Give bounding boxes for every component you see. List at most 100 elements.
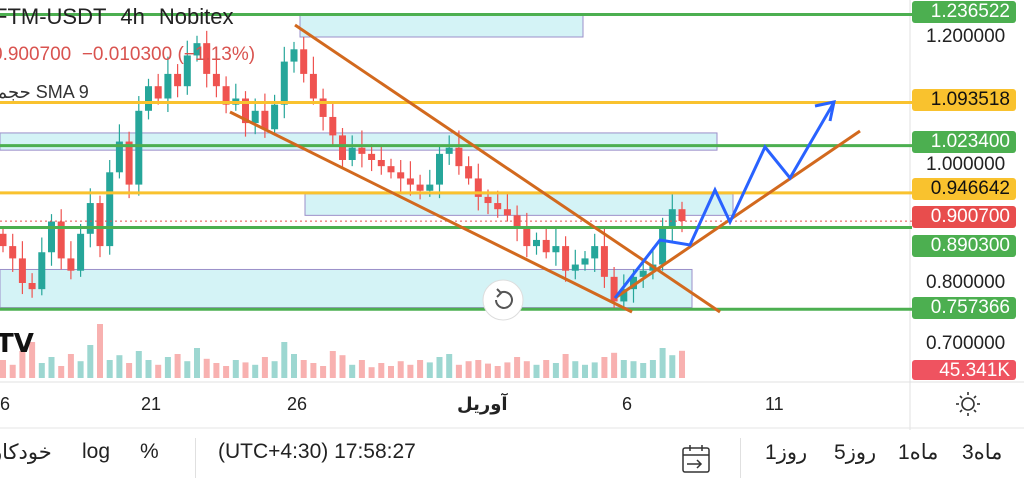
timezone-clock[interactable]: (UTC+4:30) 17:58:27 [218,440,416,463]
volume-bar [514,357,521,378]
volume-bar [242,362,249,378]
volume-bar [523,361,530,378]
x-tick: آوریل [457,394,508,414]
candle-body [0,233,7,247]
candle-body [562,246,570,271]
candle-body [600,246,608,277]
candle-body [416,184,424,191]
log-scale-toggle[interactable]: log [82,440,111,463]
price-zone [0,132,718,151]
theme-toggle-sun-icon[interactable] [956,392,980,416]
price-label-level: 0.757366 [912,297,1016,319]
x-tick: 26 [287,394,308,414]
volume-bar [669,355,676,378]
x-tick: 6 [622,394,633,414]
candle-body [106,172,114,247]
volume-bar [485,363,491,378]
candle-body [387,166,395,173]
volume-bar [116,355,123,378]
volume-bar [407,364,414,378]
volume-bar [378,363,385,378]
candle-body [222,86,230,105]
candle-body [86,203,94,234]
volume-bar [38,363,45,378]
volume-bar [659,348,666,378]
volume-bar [106,360,113,378]
symbol: FTM-USDT [0,4,107,29]
candle-body [581,258,589,265]
y-tick: 1.200000 [926,26,1006,47]
candle-body [542,239,550,253]
volume-bar [562,354,569,378]
volume-bar [29,342,36,378]
support-trendline[interactable] [614,129,861,300]
x-tick: 6 [0,394,11,414]
volume-bar [388,366,394,378]
candle-body [271,104,279,130]
range-1-month[interactable]: 1ماه [898,441,939,464]
toolbar-separator [740,438,741,478]
volume-bar [203,358,210,378]
volume-bar [436,357,443,378]
volume-bar [213,363,220,378]
channel-upper-line[interactable] [294,23,721,314]
channel-lower-line[interactable] [229,110,633,314]
range-1-day[interactable]: 1روز [765,441,808,464]
candle-body [125,141,133,185]
range-5-days[interactable]: 5روز [834,441,877,464]
candle-body [465,166,473,179]
volume-bar [67,354,74,378]
reset-view-button[interactable] [482,279,524,321]
volume-bar [533,364,540,378]
candle-body [397,172,405,179]
volume-bar [649,360,656,378]
volume-bar [19,351,26,378]
x-tick: 11 [765,394,784,414]
volume-bar [640,363,647,378]
exchange: Nobitex [158,4,234,29]
range-3-months[interactable]: 3ماه [962,441,1003,464]
volume-bar [223,366,230,378]
auto-scale-toggle[interactable]: خودکار [0,441,52,464]
projection-path[interactable] [613,103,835,299]
volume-bar [475,360,482,378]
interval[interactable]: 4h [120,4,145,29]
volume-bar [281,342,288,378]
volume-bar [320,366,327,378]
volume-bar [455,364,462,378]
volume-bar [630,361,637,378]
volume-bar [97,324,103,378]
candle-body [426,184,434,191]
candle-body [348,147,356,160]
volume-bar [601,357,608,378]
candle-body [203,43,211,74]
candle-body [154,86,162,99]
candle-body [300,49,308,74]
volume-bar [9,364,16,378]
toolbar-separator [195,438,196,478]
indicator-legend[interactable]: حجم SMA 9 [0,82,89,103]
candle-body [610,276,618,302]
volume-bar [48,357,55,378]
candle-body [503,209,511,216]
candle-body [242,98,249,124]
volume-bar [155,364,162,378]
candle-body [659,227,667,265]
price-label-level: 1.023400 [912,131,1016,153]
candle-body [28,283,36,290]
symbol-title[interactable]: FTM-USDT 4h Nobitex [0,4,248,30]
candle-body [319,98,327,117]
candle-body [290,49,298,62]
goto-date-icon[interactable] [682,445,710,473]
x-tick: 21 [141,394,162,414]
candle-body [339,135,346,160]
volume-bar [591,362,598,378]
price-label-level: 0.890300 [912,235,1016,257]
volume-bar [446,354,453,378]
volume-bar [494,366,501,378]
projection-arrowhead-icon [814,100,836,122]
percent-scale-toggle[interactable]: % [140,440,159,463]
volume-bar [300,360,307,378]
candle-body [436,153,443,185]
